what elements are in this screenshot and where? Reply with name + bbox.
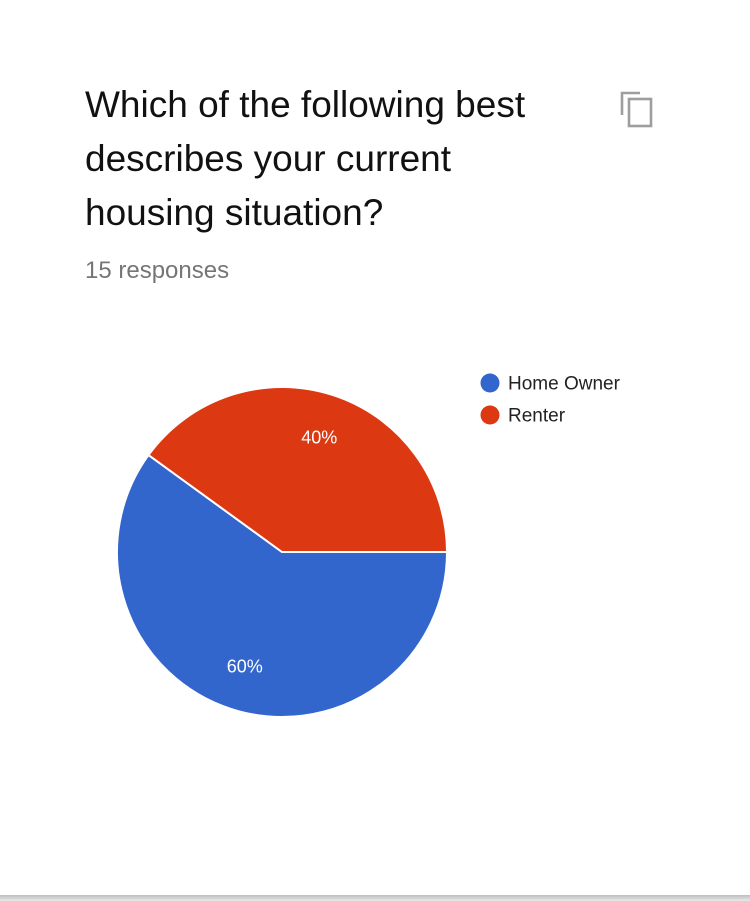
pie-slices — [116, 386, 449, 718]
pie-slice-labels: 60% 40% — [227, 427, 337, 676]
response-count: 15 responses — [85, 257, 230, 284]
legend-label-home-owner[interactable]: Home Owner — [508, 374, 621, 395]
card-bottom-edge — [0, 895, 750, 901]
pie-chart: 60% 40% Home Owner Renter — [116, 373, 621, 718]
pie-slice-renter[interactable] — [147, 386, 449, 553]
copy-icon — [620, 91, 653, 128]
slice-label-home-owner: 60% — [227, 657, 263, 677]
legend-swatch-renter — [480, 405, 500, 425]
question-title: Which of the following best describes yo… — [85, 84, 526, 233]
legend-label-renter[interactable]: Renter — [508, 406, 566, 427]
slice-label-renter: 40% — [301, 427, 337, 447]
chart-legend: Home Owner Renter — [480, 373, 621, 427]
pie-slice-home-owner[interactable] — [116, 453, 449, 718]
legend-swatch-home-owner — [480, 373, 500, 393]
copy-chart-button[interactable] — [616, 88, 658, 130]
